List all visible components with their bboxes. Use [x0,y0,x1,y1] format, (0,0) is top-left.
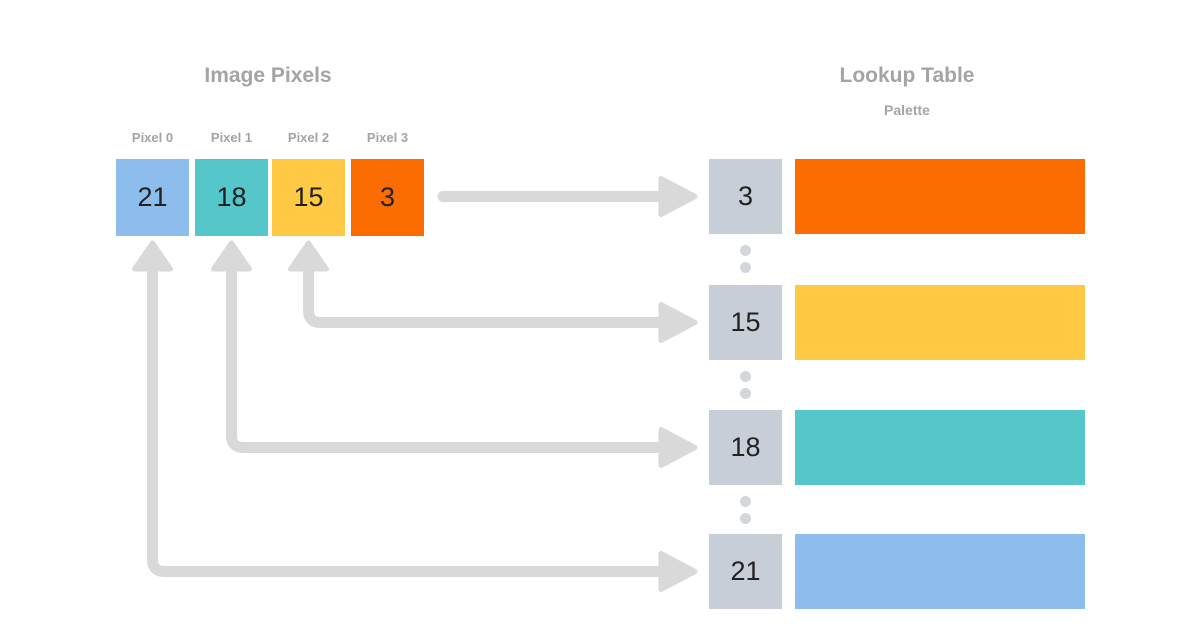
mapping-arrow-shaft [303,262,667,328]
palette-swatch-0 [795,159,1085,234]
lut-index-box-2: 18 [709,410,782,485]
arrowhead-right [658,427,698,468]
lut-index-box-1: 15 [709,285,782,360]
arrowhead-up [288,240,329,272]
lut-index-box-3: 21 [709,534,782,609]
pixel-box-0: 21 [116,159,189,236]
lookup-table-title: Lookup Table [839,64,975,87]
ellipsis-dot [740,244,751,256]
pixel-value: 15 [293,182,324,212]
arrowhead-right [658,302,698,343]
image-pixels-title: Image Pixels [204,64,332,87]
arrowhead-right [658,551,698,592]
palette-swatch-3 [795,534,1085,609]
pixel-value: 3 [379,182,396,212]
ellipsis-dot [740,495,751,507]
lut-index-value: 21 [730,556,761,586]
arrowhead-up [132,240,173,272]
palette-subtitle: Palette [884,102,930,118]
lut-index-value: 18 [730,432,761,462]
ellipsis-dot [740,387,751,399]
pixel-value: 18 [216,182,247,212]
pixel-box-1: 18 [195,159,268,236]
arrowhead-up [211,240,252,272]
pixel-label: Pixel 0 [131,130,174,145]
pixel-label: Pixel 2 [287,130,330,145]
ellipsis-dot [740,512,751,524]
lut-index-box-0: 3 [709,159,782,234]
pixel-box-3: 3 [351,159,424,236]
mapping-arrow-shaft [147,262,667,577]
ellipsis-dot [740,370,751,382]
palette-swatch-2 [795,410,1085,485]
lut-index-value: 15 [730,307,761,337]
pixel-box-2: 15 [272,159,345,236]
lut-index-value: 3 [737,181,754,211]
arrowhead-right [658,176,698,217]
pixel-label: Pixel 3 [366,130,409,145]
mapping-arrow-shaft [226,262,667,453]
pixel-value: 21 [137,182,168,212]
ellipsis-dot [740,261,751,273]
palette-swatch-1 [795,285,1085,360]
pixel-label: Pixel 1 [210,130,253,145]
